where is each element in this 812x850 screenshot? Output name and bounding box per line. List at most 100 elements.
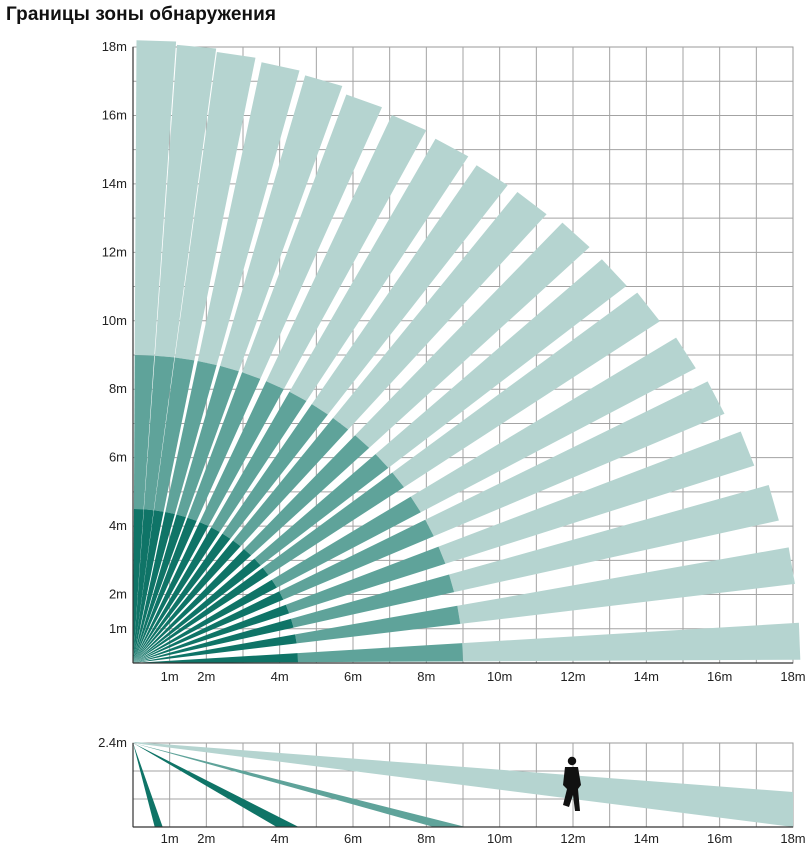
beam-near-zone [133, 567, 269, 663]
top-x-tick-label: 10m [487, 669, 512, 684]
beam-mid-zone [297, 643, 463, 663]
beam-far-zone [392, 292, 660, 488]
top-y-tick-label: 16m [102, 107, 127, 122]
beam-near-zone [133, 517, 197, 663]
top-y-tick-label: 18m [102, 39, 127, 54]
beam-far-zone [462, 622, 801, 662]
beam-far-zone [220, 75, 343, 372]
side-x-tick-label: 12m [560, 831, 585, 846]
top-y-tick-label: 6m [109, 450, 127, 465]
beam-near-zone [133, 618, 294, 663]
top-x-tick-label: 2m [197, 669, 215, 684]
top-x-tick-label: 14m [634, 669, 659, 684]
beam-mid-zone [133, 355, 155, 510]
beam-far-zone [154, 44, 217, 358]
beam-near-zone [133, 509, 154, 663]
beam-mid-zone [233, 418, 349, 547]
beam-near-zone [133, 512, 175, 663]
beam-mid-zone [279, 519, 434, 600]
beam-mid-zone [211, 391, 307, 532]
top-x-tick-label: 4m [271, 669, 289, 684]
beam-mid-zone [143, 355, 175, 511]
side-view-beams [133, 742, 793, 827]
beam-mid-zone [222, 404, 328, 539]
top-view-diagram: 1m 2m 4m 6m 8m 10m 12m 14m 16m 18m 1m 2m 4m 6m 8m 10m 12… [102, 39, 806, 684]
side-x-tick-label: 8m [417, 831, 435, 846]
beam-near-zone [133, 653, 298, 663]
beam-mid-zone [295, 605, 461, 644]
top-y-tick-label: 4m [109, 518, 127, 533]
top-x-tick-label: 6m [344, 669, 362, 684]
side-beam-far [133, 742, 793, 827]
side-beam-near-long [133, 743, 299, 827]
beam-far-zone [242, 94, 382, 379]
page-title: Границы зоны обнаружения [6, 4, 277, 25]
top-x-tick-label: 8m [417, 669, 435, 684]
person-body [563, 767, 581, 811]
beam-far-zone [134, 40, 177, 356]
beam-mid-zone [154, 357, 195, 512]
side-view-diagram: 2.4m 1m 2m 4m 6m 8m 10m 12m 14m 16m 18m [98, 735, 806, 846]
side-beam-near-short [133, 743, 163, 827]
beam-far-zone [355, 222, 590, 448]
side-x-tick-label: 4m [271, 831, 289, 846]
beam-near-zone [133, 634, 297, 663]
beam-near-zone [133, 514, 186, 663]
top-x-tick-label: 1m [161, 669, 179, 684]
top-y-tick-label: 2m [109, 587, 127, 602]
top-view-axes [132, 47, 793, 664]
beam-near-zone [133, 533, 231, 663]
beam-far-zone [174, 52, 256, 361]
side-x-tick-label: 10m [487, 831, 512, 846]
beam-mid-zone [244, 435, 370, 556]
beam-near-zone [133, 558, 261, 663]
beam-far-zone [457, 547, 795, 624]
side-beam-mid [133, 743, 466, 827]
top-x-tick-label: 18m [780, 669, 805, 684]
person-head [567, 756, 577, 766]
beam-near-zone [133, 509, 144, 663]
beam-near-zone [133, 527, 220, 663]
side-x-tick-label: 6m [344, 831, 362, 846]
top-x-tick-label: 12m [560, 669, 585, 684]
beam-far-zone [425, 381, 725, 537]
beam-mid-zone [271, 496, 421, 588]
top-y-tick-label: 8m [109, 381, 127, 396]
person-silhouette [563, 756, 581, 811]
beam-mid-zone [187, 372, 261, 521]
side-height-label: 2.4m [98, 735, 127, 750]
beam-far-zone [311, 165, 508, 415]
top-y-tick-label: 14m [102, 176, 127, 191]
side-view-tick-labels: 2.4m 1m 2m 4m 6m 8m 10m 12m 14m 16m 18m [98, 735, 806, 846]
beam-mid-zone [291, 574, 455, 628]
beam-far-zone [410, 337, 696, 513]
side-view-axes [132, 743, 793, 828]
beam-mid-zone [199, 381, 284, 526]
side-x-tick-label: 16m [707, 831, 732, 846]
top-y-tick-label: 10m [102, 313, 127, 328]
beam-far-zone [333, 192, 547, 430]
side-x-tick-label: 18m [780, 831, 805, 846]
side-x-tick-label: 14m [634, 831, 659, 846]
beam-mid-zone [165, 361, 217, 514]
beam-near-zone [133, 604, 290, 663]
top-y-tick-label: 1m [109, 621, 127, 636]
beam-far-zone [266, 115, 427, 390]
beam-near-zone [133, 591, 284, 663]
beam-far-zone [289, 138, 469, 401]
top-view-tick-labels: 1m 2m 4m 6m 8m 10m 12m 14m 16m 18m 1m 2m 4m 6m 8m 10m 12… [102, 39, 806, 684]
beam-far-zone [375, 259, 627, 468]
top-view-beams [133, 40, 801, 663]
beam-mid-zone [285, 546, 446, 614]
beam-mid-zone [254, 454, 389, 566]
side-x-tick-label: 2m [197, 831, 215, 846]
beam-near-zone [133, 510, 164, 663]
beam-far-zone [438, 431, 755, 564]
beam-near-zone [133, 579, 277, 663]
beam-mid-zone [176, 365, 239, 518]
beam-mid-zone [262, 472, 404, 576]
beam-near-zone [133, 540, 241, 663]
beam-near-zone [133, 549, 252, 663]
top-x-tick-label: 16m [707, 669, 732, 684]
